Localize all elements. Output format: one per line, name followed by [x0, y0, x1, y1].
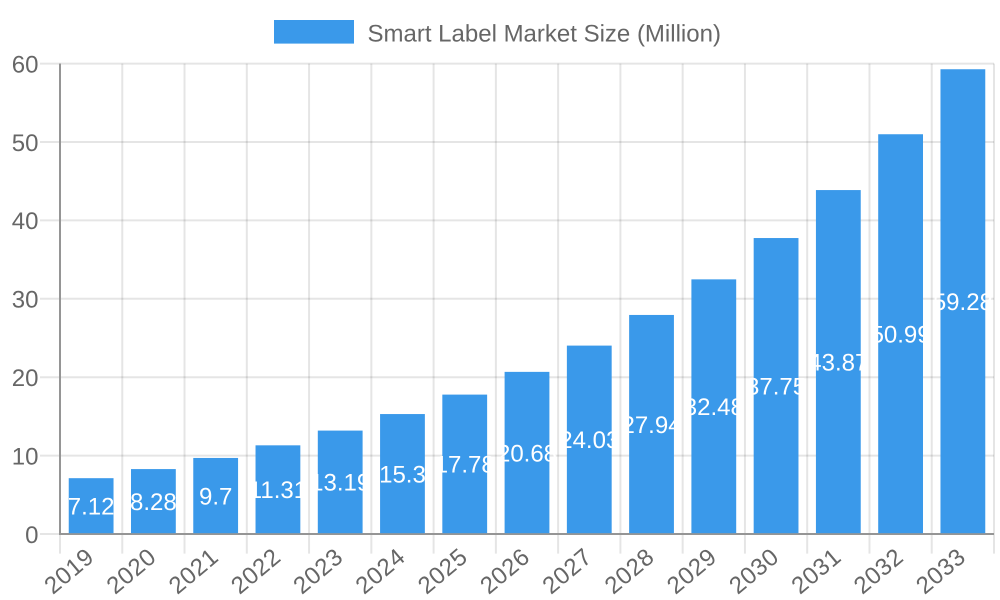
svg-text:2023: 2023 [288, 543, 348, 600]
svg-text:2019: 2019 [39, 543, 99, 600]
svg-text:17.78: 17.78 [435, 452, 495, 479]
svg-text:50.99: 50.99 [871, 321, 931, 348]
svg-text:2025: 2025 [413, 543, 473, 600]
svg-text:2027: 2027 [538, 543, 598, 600]
svg-text:2024: 2024 [351, 543, 411, 600]
svg-text:2028: 2028 [600, 543, 660, 600]
svg-text:13.19: 13.19 [310, 470, 370, 497]
svg-text:2021: 2021 [164, 543, 224, 600]
svg-text:20: 20 [12, 365, 39, 392]
svg-text:32.48: 32.48 [684, 394, 744, 421]
svg-text:9.7: 9.7 [199, 483, 232, 510]
svg-text:43.87: 43.87 [808, 349, 868, 376]
svg-text:2030: 2030 [724, 543, 784, 600]
svg-text:2031: 2031 [787, 543, 847, 600]
svg-text:59.28: 59.28 [933, 289, 993, 316]
svg-text:2020: 2020 [102, 543, 162, 600]
svg-text:27.94: 27.94 [621, 412, 681, 439]
svg-text:11.31: 11.31 [249, 477, 307, 504]
svg-text:2033: 2033 [911, 543, 971, 600]
svg-text:50: 50 [12, 130, 39, 157]
svg-text:15.3: 15.3 [379, 461, 426, 488]
svg-text:30: 30 [12, 287, 39, 314]
svg-text:7.12: 7.12 [68, 493, 115, 520]
svg-text:2026: 2026 [475, 543, 535, 600]
svg-text:Smart Label Market Size (Milli: Smart Label Market Size (Million) [368, 21, 721, 48]
svg-text:20.68: 20.68 [497, 440, 557, 467]
svg-text:2032: 2032 [849, 543, 909, 600]
svg-text:0: 0 [25, 522, 38, 549]
svg-text:40: 40 [12, 208, 39, 235]
svg-text:10: 10 [12, 443, 39, 470]
svg-text:8.28: 8.28 [130, 489, 177, 516]
svg-text:37.75: 37.75 [746, 373, 806, 400]
svg-text:60: 60 [12, 51, 39, 78]
svg-text:24.03: 24.03 [559, 427, 619, 454]
svg-text:2029: 2029 [662, 543, 722, 600]
svg-text:2022: 2022 [226, 543, 286, 600]
